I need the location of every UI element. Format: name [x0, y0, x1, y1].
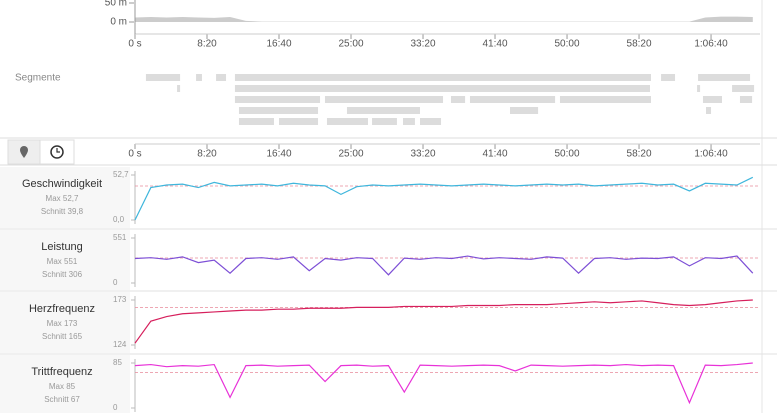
label-cell	[0, 292, 130, 353]
clock-icon	[50, 145, 64, 159]
segment-bar	[510, 107, 539, 114]
segment-bar	[234, 85, 650, 92]
metric-avg: Schnitt 165	[42, 332, 83, 341]
x-tick-label: 8:20	[197, 149, 217, 160]
x-tick-label: 33:20	[411, 39, 436, 50]
y-tick-label: 52,7	[113, 170, 129, 179]
x-tick-label: 25:00	[338, 39, 363, 50]
y-tick-label: 0,0	[113, 215, 125, 224]
x-tick-label: 33:20	[411, 149, 436, 160]
segment-bar	[403, 118, 415, 125]
metric-line	[134, 176, 754, 221]
x-tick-label: 58:20	[627, 149, 652, 160]
x-tick-label: 16:40	[266, 39, 291, 50]
x-tick-label: 41:40	[483, 149, 508, 160]
segment-bar	[279, 118, 319, 125]
metric-avg: Schnitt 67	[44, 395, 80, 404]
metric-max: Max 551	[47, 257, 78, 266]
metric-max: Max 173	[47, 319, 78, 328]
x-tick-label: 1:06:40	[694, 39, 728, 50]
metric-name: Herzfrequenz	[29, 303, 95, 315]
elevation-area	[135, 16, 753, 22]
metric-avg: Schnitt 306	[42, 270, 83, 279]
pin-icon	[20, 146, 28, 158]
x-tick-label: 58:20	[627, 39, 652, 50]
metric-line	[134, 362, 753, 405]
label-cell	[0, 167, 130, 228]
metric-name: Geschwindigkeit	[22, 178, 102, 190]
label-cell	[0, 230, 130, 290]
segment-bar	[326, 118, 369, 125]
segment-bar	[739, 96, 753, 103]
x-tick-label: 0 s	[128, 149, 141, 160]
segment-bar	[559, 96, 651, 103]
metric-name: Trittfrequenz	[31, 366, 92, 378]
y-tick-label: 173	[113, 295, 127, 304]
x-tick-label: 50:00	[555, 149, 580, 160]
y-tick-label: 124	[113, 340, 127, 349]
y-tick-label: 85	[113, 358, 122, 367]
metric-line	[134, 255, 754, 276]
time-button[interactable]	[39, 139, 75, 165]
segment-bar	[346, 107, 420, 114]
segment-bar	[177, 85, 181, 92]
segment-bar	[469, 96, 556, 103]
label-cell	[0, 355, 130, 413]
metric-name: Leistung	[41, 241, 83, 253]
segment-bar	[702, 96, 722, 103]
segment-bar	[196, 74, 202, 81]
segment-bar	[238, 118, 274, 125]
segment-bar	[698, 74, 751, 81]
segment-bar	[419, 118, 442, 125]
segment-bar	[450, 96, 466, 103]
x-tick-label: 50:00	[555, 39, 580, 50]
x-tick-label: 8:20	[197, 39, 217, 50]
metric-avg: Schnitt 39,8	[41, 207, 84, 216]
metric-line	[134, 299, 753, 344]
segment-bar	[705, 107, 712, 114]
x-tick-label: 41:40	[483, 39, 508, 50]
y-tick-label: 0 m	[110, 17, 127, 28]
clock-hands	[56, 148, 60, 153]
segment-bar	[372, 118, 397, 125]
segment-bar	[238, 107, 319, 114]
segment-bar	[234, 96, 321, 103]
y-tick-label: 0	[113, 278, 118, 287]
segment-bar	[661, 74, 676, 81]
metric-max: Max 85	[49, 382, 76, 391]
segment-bar	[697, 85, 701, 92]
segment-bar	[216, 74, 227, 81]
metric-max: Max 52,7	[46, 194, 79, 203]
segment-bar	[145, 74, 181, 81]
y-tick-label: 0	[113, 403, 118, 412]
x-tick-label: 16:40	[266, 149, 291, 160]
y-tick-label: 50 m	[105, 0, 127, 9]
segment-bar	[234, 74, 651, 81]
segment-bar	[732, 85, 755, 92]
x-tick-label: 25:00	[338, 149, 363, 160]
x-tick-label: 0 s	[128, 39, 141, 50]
x-tick-label: 1:06:40	[694, 149, 728, 160]
segments-title: Segmente	[15, 73, 61, 84]
y-tick-label: 551	[113, 233, 127, 242]
segment-bar	[324, 96, 444, 103]
